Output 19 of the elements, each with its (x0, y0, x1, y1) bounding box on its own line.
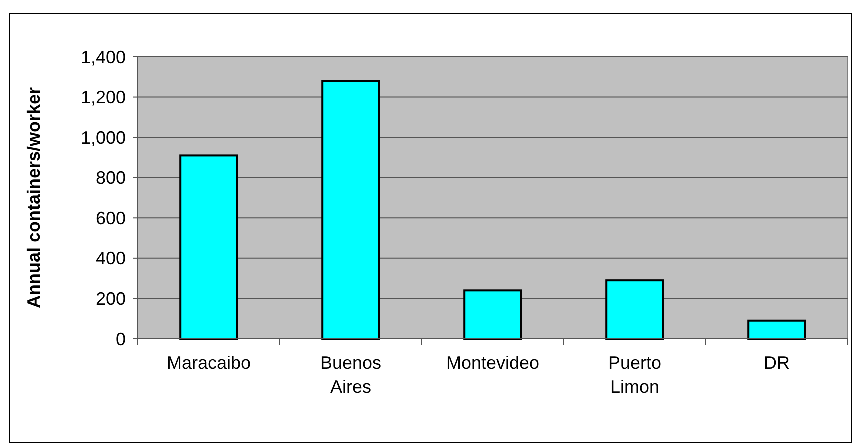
x-tick-label: Montevideo (446, 353, 540, 373)
x-tick-label: Puerto Limon (608, 353, 662, 397)
x-tick-label: Buenos Aires (320, 353, 382, 397)
bar (606, 280, 664, 340)
y-tick-label: 400 (96, 248, 126, 269)
bar (464, 290, 522, 340)
bar (748, 320, 806, 340)
y-axis-title: Annual containers/worker (24, 87, 44, 309)
y-tick-label: 1,000 (80, 128, 126, 148)
y-tick-label: 1,400 (80, 47, 126, 68)
y-tick-label: 800 (96, 168, 126, 188)
y-tick-label: 1,200 (80, 88, 126, 108)
y-tick-label: 600 (96, 208, 126, 228)
bar (322, 80, 380, 340)
y-tick-label: 0 (116, 329, 126, 350)
bar (180, 154, 238, 340)
x-tick-label: DR (764, 353, 790, 373)
y-tick-label: 200 (96, 289, 126, 310)
x-tick-label: Maracaibo (166, 353, 252, 373)
